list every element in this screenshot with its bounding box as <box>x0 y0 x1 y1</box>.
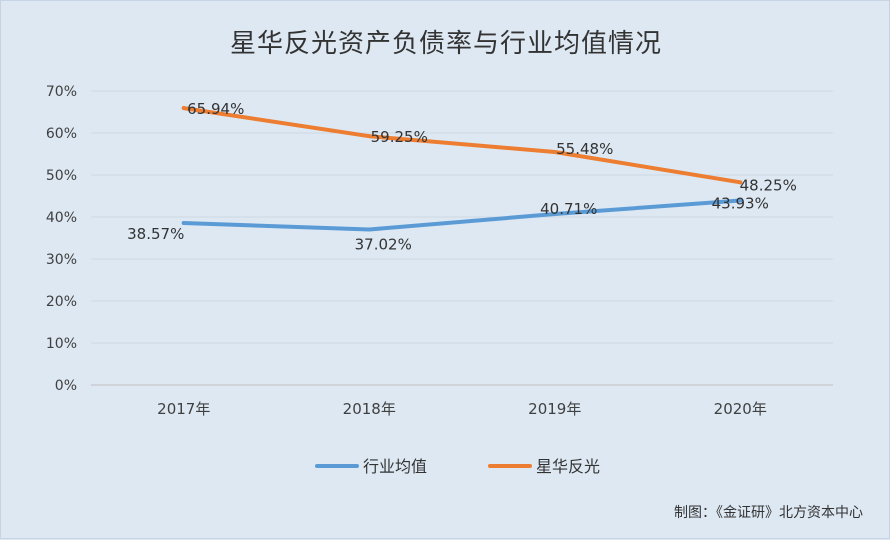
y-tick-label: 30% <box>46 252 77 268</box>
data-label: 37.02% <box>355 236 412 254</box>
y-tick-label: 10% <box>46 336 77 352</box>
x-tick-label: 2019年 <box>528 400 581 418</box>
y-tick-label: 50% <box>46 168 77 184</box>
y-tick-label: 20% <box>46 294 77 310</box>
data-point <box>738 198 743 203</box>
x-tick-label: 2020年 <box>714 400 767 418</box>
data-point <box>738 180 743 185</box>
y-tick-label: 70% <box>46 84 77 100</box>
data-label: 38.57% <box>127 225 184 243</box>
data-label: 59.25% <box>371 128 428 146</box>
series-line <box>181 106 743 185</box>
data-point <box>181 106 186 111</box>
legend-label: 行业均值 <box>363 457 427 476</box>
data-label: 43.93% <box>712 194 769 212</box>
data-label: 40.71% <box>540 200 597 218</box>
x-tick-label: 2018年 <box>343 400 396 418</box>
data-label: 65.94% <box>187 100 244 118</box>
chart-title: 星华反光资产负债率与行业均值情况 <box>229 29 662 59</box>
data-label: 55.48% <box>556 140 613 158</box>
legend-label: 星华反光 <box>536 457 600 476</box>
data-point <box>552 149 557 154</box>
y-tick-label: 0% <box>55 378 77 394</box>
credit-text: 制图：《金证研》北方资本中心 <box>674 505 863 521</box>
x-tick-label: 2017年 <box>157 400 210 418</box>
data-label: 48.25% <box>740 176 797 194</box>
data-point <box>367 134 372 139</box>
y-tick-label: 40% <box>46 210 77 226</box>
data-point <box>181 221 186 226</box>
y-tick-label: 60% <box>46 126 77 142</box>
data-point <box>552 212 557 217</box>
data-point <box>367 227 372 232</box>
series-line <box>181 198 743 232</box>
